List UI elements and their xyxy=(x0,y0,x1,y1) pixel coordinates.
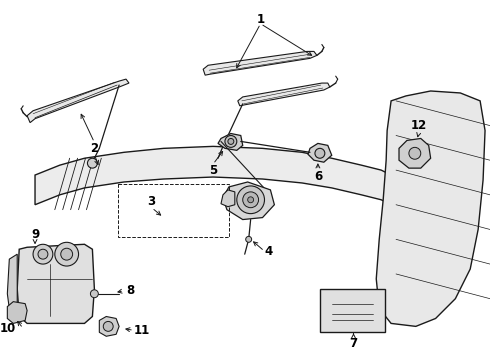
Circle shape xyxy=(315,148,325,158)
Polygon shape xyxy=(35,147,391,205)
Polygon shape xyxy=(7,254,17,314)
Circle shape xyxy=(228,139,234,144)
Polygon shape xyxy=(17,244,95,323)
Polygon shape xyxy=(203,51,317,75)
Polygon shape xyxy=(218,134,243,150)
Circle shape xyxy=(87,158,98,168)
Circle shape xyxy=(237,186,265,213)
Circle shape xyxy=(243,192,259,208)
Text: 6: 6 xyxy=(314,170,322,183)
Polygon shape xyxy=(7,302,27,323)
Text: 12: 12 xyxy=(411,119,427,132)
Polygon shape xyxy=(308,143,332,162)
Text: 10: 10 xyxy=(0,322,16,335)
Text: 7: 7 xyxy=(349,337,358,350)
Polygon shape xyxy=(238,83,330,106)
Polygon shape xyxy=(376,91,485,327)
Text: 8: 8 xyxy=(126,284,134,297)
Polygon shape xyxy=(27,79,129,123)
Text: 2: 2 xyxy=(90,142,98,155)
Circle shape xyxy=(103,321,113,331)
Circle shape xyxy=(91,290,98,298)
Text: 9: 9 xyxy=(31,228,39,241)
Text: 11: 11 xyxy=(134,324,150,337)
Polygon shape xyxy=(99,316,119,336)
Circle shape xyxy=(38,249,48,259)
Circle shape xyxy=(225,135,237,147)
Polygon shape xyxy=(223,182,274,220)
Circle shape xyxy=(245,237,252,242)
Circle shape xyxy=(247,197,254,203)
Circle shape xyxy=(33,244,53,264)
Text: 5: 5 xyxy=(209,163,217,177)
Text: 4: 4 xyxy=(264,245,272,258)
Text: 3: 3 xyxy=(147,195,156,208)
Text: 1: 1 xyxy=(256,13,265,26)
Circle shape xyxy=(409,147,421,159)
Polygon shape xyxy=(221,190,235,207)
Circle shape xyxy=(55,242,78,266)
Circle shape xyxy=(61,248,73,260)
Polygon shape xyxy=(399,139,431,168)
FancyBboxPatch shape xyxy=(320,289,385,332)
